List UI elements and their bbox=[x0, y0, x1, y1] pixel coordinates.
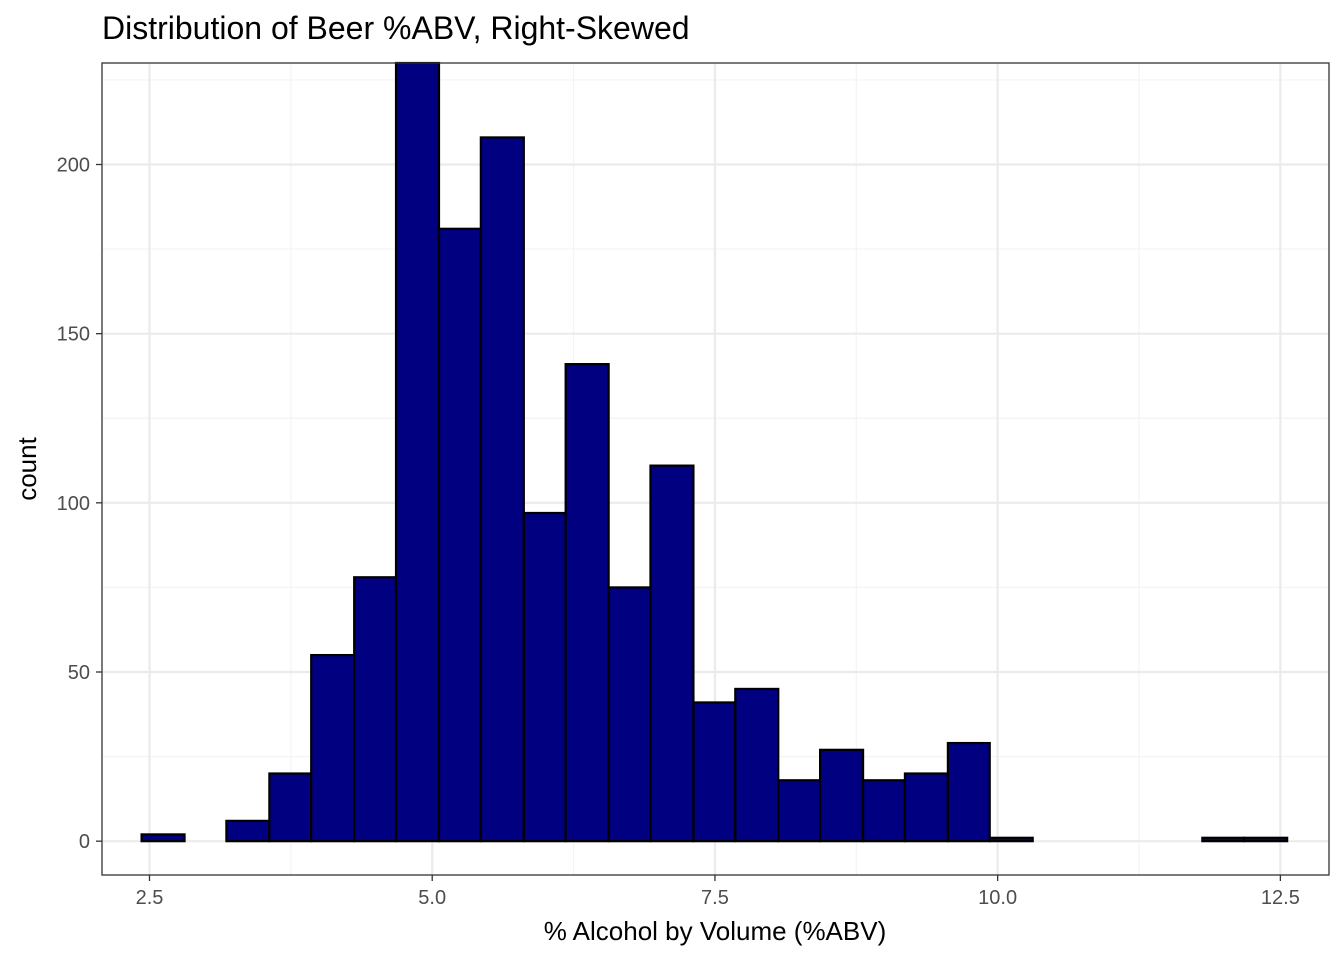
histogram-bar bbox=[353, 576, 398, 843]
histogram-bar bbox=[946, 741, 991, 843]
histogram-bar bbox=[649, 464, 695, 843]
y-tick-label: 200 bbox=[57, 155, 90, 177]
y-axis: 0 50 100 150 200 bbox=[57, 155, 102, 853]
histogram-bar bbox=[437, 227, 482, 843]
x-tick-label: 10.0 bbox=[978, 887, 1017, 909]
x-tick-label: 7.5 bbox=[701, 887, 729, 909]
histogram-bar bbox=[777, 779, 822, 843]
histogram-bar bbox=[819, 748, 865, 843]
y-tick-label: 150 bbox=[57, 324, 90, 346]
histogram-bar bbox=[861, 779, 907, 843]
histogram-bar bbox=[522, 511, 567, 843]
x-tick-label: 12.5 bbox=[1261, 887, 1300, 909]
x-axis: 2.5 5.0 7.5 10.0 12.5 bbox=[136, 875, 1300, 909]
x-axis-title: % Alcohol by Volume (%ABV) bbox=[544, 916, 887, 946]
y-tick-label: 0 bbox=[79, 831, 90, 853]
histogram-bar bbox=[1243, 836, 1289, 843]
y-axis-title: count bbox=[12, 436, 42, 500]
x-tick-label: 5.0 bbox=[418, 887, 446, 909]
histogram-bar bbox=[479, 136, 525, 843]
y-tick-label: 100 bbox=[57, 493, 90, 515]
histogram-bar bbox=[692, 701, 737, 843]
y-tick-label: 50 bbox=[68, 662, 90, 684]
histogram-bar bbox=[1201, 836, 1246, 843]
histogram-bar bbox=[394, 61, 441, 843]
histogram-bar bbox=[140, 833, 186, 843]
histogram-bar bbox=[225, 819, 271, 843]
histogram-bar bbox=[607, 586, 652, 843]
bars-layer bbox=[140, 61, 1289, 843]
histogram-bar bbox=[310, 653, 356, 843]
x-tick-label: 2.5 bbox=[136, 887, 164, 909]
histogram-bar bbox=[988, 836, 1034, 843]
histogram-bar bbox=[268, 772, 313, 843]
histogram-bar bbox=[734, 687, 780, 843]
histogram-bar bbox=[564, 363, 610, 843]
chart-title: Distribution of Beer %ABV, Right-Skewed bbox=[102, 10, 690, 46]
histogram-bar bbox=[903, 772, 949, 843]
